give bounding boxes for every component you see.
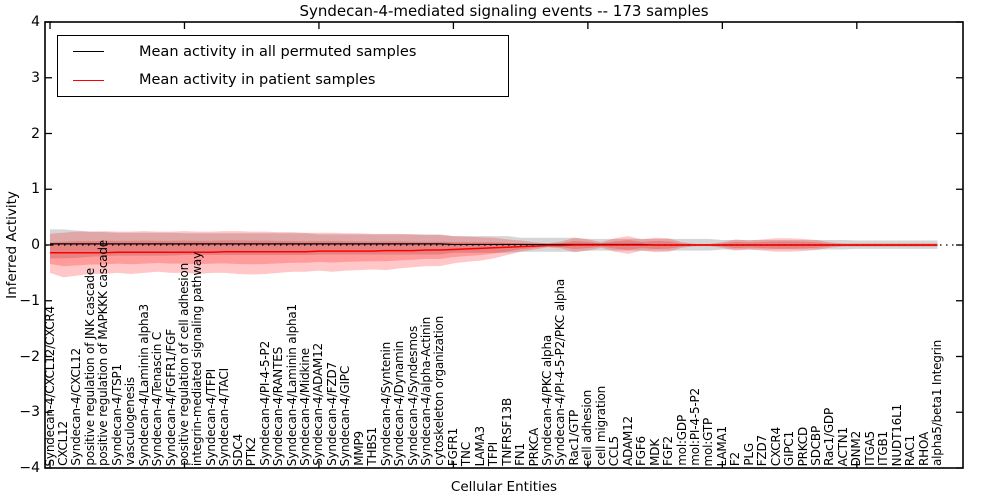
x-tick-label: LAMA3 (472, 425, 487, 466)
x-tick-label: SDCBP (808, 426, 823, 466)
x-tick-label: vasculogenesis (123, 377, 138, 466)
y-tick-label: −3 (19, 404, 40, 421)
x-tick-label: Syndecan-4/TACI (217, 367, 232, 466)
x-tick-label: mol:GTP (701, 417, 716, 466)
x-tick-label: TNC (459, 441, 474, 466)
x-tick-label: Syndecan-4/Midkine (297, 348, 312, 466)
x-tick-label: Syndecan-4/FGFR1/FGF (163, 328, 178, 466)
x-tick-label: positive regulation of cell adhesion (176, 263, 191, 466)
x-tick-label: ACTN1 (835, 426, 850, 466)
x-tick-label: FN1 (513, 443, 528, 466)
y-tick-label: 2 (31, 125, 40, 142)
legend: Mean activity in all permuted samples Me… (57, 35, 509, 97)
x-tick-label: PRKCA (526, 427, 541, 466)
x-tick-label: ADAM12 (620, 416, 635, 466)
x-tick-label: integrin-mediated signaling pathway (190, 251, 205, 466)
x-tick-label: ITGA5 (862, 430, 877, 466)
x-tick-label: cell adhesion (580, 389, 595, 466)
x-tick-label: Syndecan-4/CXCL12/CXCR4 (42, 305, 57, 466)
y-axis-title: Inferred Activity (4, 191, 20, 299)
x-tick-label: Rac1/GDP (822, 408, 837, 466)
x-tick-label: SDC4 (230, 433, 245, 466)
y-tick-label: −1 (19, 292, 40, 309)
x-tick-label: ITGB1 (876, 430, 891, 466)
x-tick-label: Syndecan-4/PKC alpha (540, 335, 555, 466)
x-axis-title: Cellular Entities (450, 479, 558, 495)
permuted-line-swatch (73, 51, 104, 53)
x-tick-label: Syndecan-4/CXCL12 (69, 348, 84, 466)
y-tick-label: 4 (31, 14, 40, 30)
x-tick-label: MMP9 (351, 431, 366, 466)
x-tick-label: Syndecan-4/PI-4-5-P2/PKC alpha (553, 279, 568, 466)
x-tick-label: FGFR1 (445, 427, 460, 466)
x-tick-label: CCL5 (607, 435, 622, 466)
x-tick-label: Syndecan-4/Laminin alpha1 (284, 303, 299, 466)
x-tick-label: cytoskeleton organization (432, 316, 447, 466)
x-tick-label: Syndecan-4/TFPI (203, 369, 218, 466)
x-tick-label: TNFRSF13B (499, 398, 514, 466)
x-tick-label: Syndecan-4/PI-4-5-P2 (257, 341, 272, 466)
x-tick-label: mol:PI-4-5-P2 (687, 388, 702, 466)
x-tick-label: THBS1 (365, 427, 380, 466)
x-tick-label: GIPC1 (782, 430, 797, 466)
x-tick-label: Syndecan-4/TSP1 (109, 364, 124, 466)
x-tick-label: LAMA1 (714, 425, 729, 466)
x-tick-label: alpha5/beta1 Integrin (930, 340, 944, 466)
x-tick-label: PTK2 (244, 436, 259, 466)
x-tick-label: PLG (741, 443, 756, 466)
legend-entry-patient: Mean activity in patient samples (58, 67, 508, 93)
x-tick-label: PRKCD (795, 426, 810, 466)
x-tick-label: Syndecan-4/RANTES (271, 346, 286, 466)
x-tick-label: Syndecan-4/GIPC (338, 365, 353, 466)
x-tick-label: RHOA (916, 431, 931, 466)
x-tick-label: Syndecan-4/Tenascin C (150, 331, 165, 466)
x-tick-label: Syndecan-4/alpha-Actinin (419, 317, 433, 466)
x-tick-label: Syndecan-4/FZD7 (324, 362, 339, 466)
x-tick-label: Rac1/GTP (566, 410, 581, 466)
y-tick-label: 0 (31, 237, 40, 253)
x-tick-label: positive regulation of MAPKKK cascade (96, 239, 111, 466)
x-tick-label: TFPI (486, 441, 501, 466)
patient-line-swatch (73, 79, 104, 81)
y-tick-label: 3 (31, 69, 40, 86)
chart-title: Syndecan-4-mediated signaling events -- … (299, 2, 709, 20)
x-tick-label: FGF2 (661, 436, 676, 466)
y-tick-label: −2 (19, 348, 40, 365)
x-tick-label: positive regulation of JNK cascade (82, 268, 97, 466)
x-tick-label: RAC1 (903, 434, 918, 466)
x-tick-label: CXCR4 (768, 426, 783, 466)
x-tick-label: DNM2 (849, 430, 864, 466)
x-tick-label: Syndecan-4/Laminin alpha3 (136, 303, 151, 466)
x-tick-label: Syndecan-4/Syntenin (378, 341, 393, 466)
x-tick-label: FGF6 (634, 436, 649, 466)
legend-label: Mean activity in all permuted samples (139, 43, 417, 60)
legend-entry-permuted: Mean activity in all permuted samples (58, 39, 508, 65)
legend-label: Mean activity in patient samples (139, 72, 376, 89)
y-tick-label: 1 (31, 181, 40, 198)
x-tick-label: CXCL12 (55, 421, 70, 466)
y-tick-label: −4 (19, 460, 40, 476)
x-tick-label: Syndecan-4/Dynamin (392, 340, 407, 466)
x-tick-label: Syndecan-4/ADAM12 (311, 343, 326, 466)
x-tick-label: mol:GDP (674, 415, 689, 466)
x-tick-label: FZD7 (755, 434, 770, 466)
x-tick-label: NUDT16L1 (889, 403, 904, 466)
x-tick-label: F2 (728, 451, 743, 466)
x-tick-label: Syndecan-4/Syndesmos (405, 326, 420, 466)
x-tick-label: cell migration (593, 386, 608, 466)
x-tick-label: MDK (647, 439, 662, 466)
